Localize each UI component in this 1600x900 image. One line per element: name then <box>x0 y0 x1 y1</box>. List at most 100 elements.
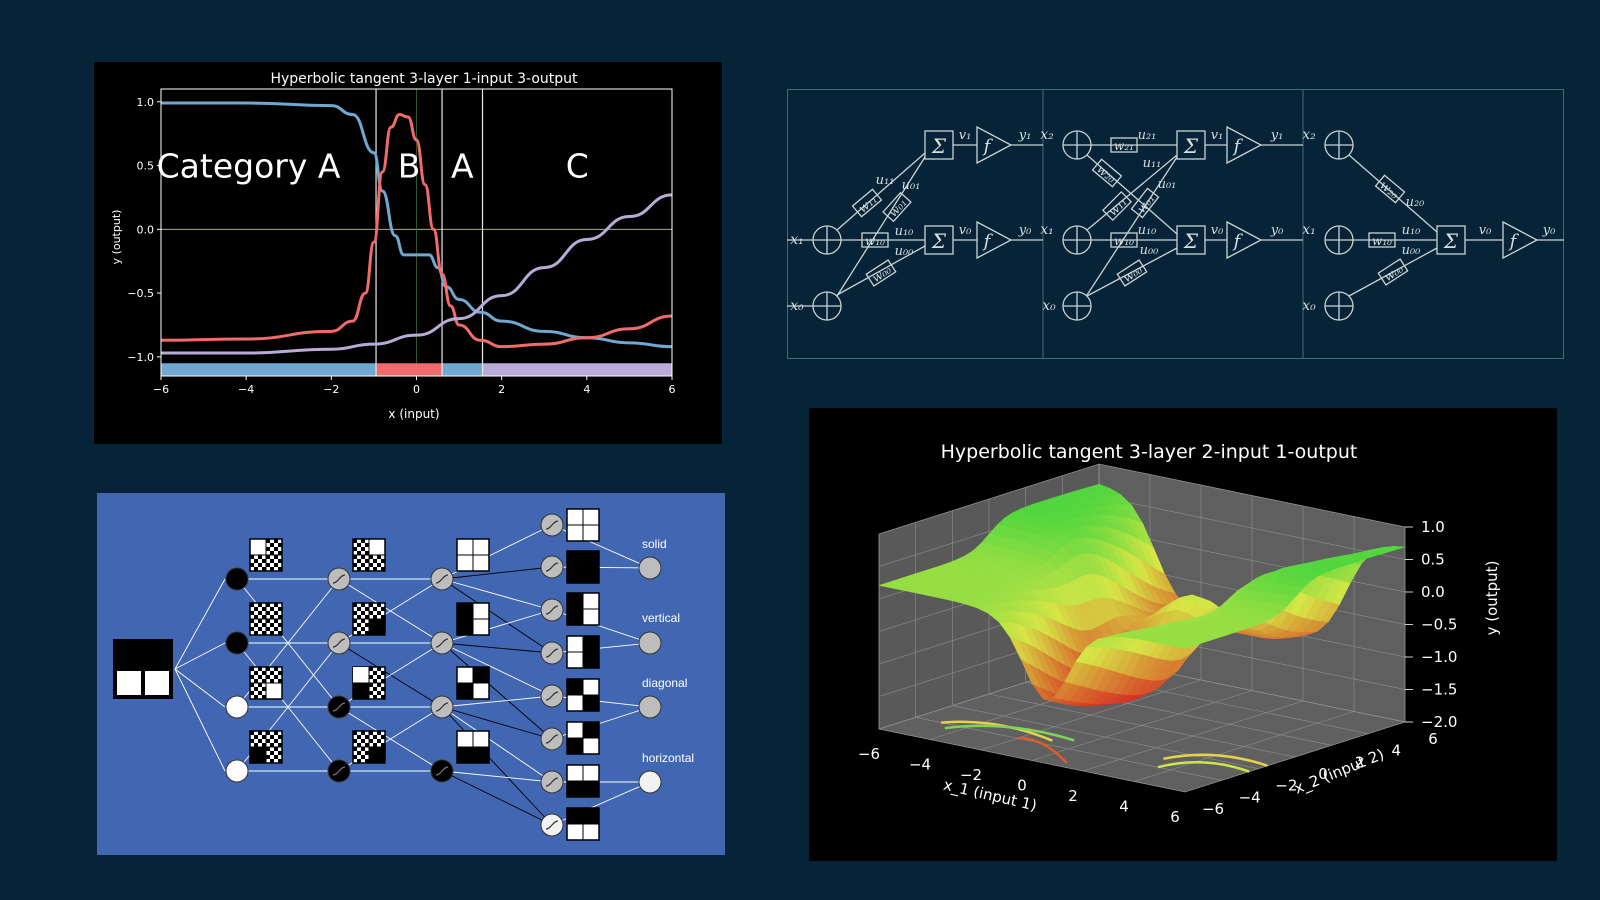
sigmoid-icon <box>435 638 449 648</box>
pattern-cell <box>258 563 262 567</box>
pattern-cell <box>266 547 270 551</box>
connection <box>441 642 553 740</box>
x2-tick-label: −6 <box>1202 800 1224 818</box>
connection <box>836 152 926 231</box>
weight-box <box>1116 259 1148 287</box>
weight-box <box>882 191 912 223</box>
pattern-cell <box>583 652 599 668</box>
pattern-cell <box>266 627 270 631</box>
pattern-cell <box>583 567 599 583</box>
pattern-cell <box>357 743 361 747</box>
pattern-cell <box>262 623 266 627</box>
sigmoid-icon <box>545 820 559 830</box>
pattern-cell <box>254 671 258 675</box>
floor-contour <box>1157 760 1250 773</box>
pattern-cell <box>250 675 254 679</box>
pattern-cell <box>473 747 489 763</box>
x1-tick-label: −6 <box>858 745 880 763</box>
weight-box: w₀₀ <box>1377 258 1409 286</box>
x2-tick-label: 0 <box>1318 765 1328 783</box>
pattern-cell <box>457 603 473 619</box>
pattern-cell <box>353 611 357 615</box>
pattern-cell <box>262 615 266 619</box>
node-label: u₀₁ <box>902 178 921 193</box>
node-label: u₀₁ <box>1158 177 1177 192</box>
tanh-2d-surface-chart: Hyperbolic tangent 3-layer 2-input 1-out… <box>858 441 1501 826</box>
pattern-cell <box>258 739 262 743</box>
pattern-cell <box>266 603 270 607</box>
pattern-cell <box>278 559 282 563</box>
pattern-cell <box>278 543 282 547</box>
pattern-cell <box>365 631 369 635</box>
pattern-cell <box>365 751 369 755</box>
class-label: vertical <box>642 611 680 625</box>
pattern-cell <box>258 627 262 631</box>
pattern-cell <box>262 671 266 675</box>
pattern-cell <box>583 781 599 797</box>
pattern-cell <box>278 679 282 683</box>
pattern-cell <box>270 543 274 547</box>
pattern-cell <box>373 567 377 571</box>
floor-contour <box>1017 737 1068 764</box>
connection <box>441 770 553 826</box>
x1-tick-label: 4 <box>1119 798 1129 816</box>
pattern-cell <box>361 627 365 631</box>
connection <box>1086 154 1178 231</box>
x2-tick-label: 6 <box>1428 730 1438 748</box>
y-tick-label: 1.0 <box>137 96 155 109</box>
weight-box: w₁₀ <box>1368 232 1396 248</box>
pattern-cell <box>274 547 278 551</box>
x2-tick-label: −4 <box>1239 788 1261 806</box>
chart-title: Hyperbolic tangent 3-layer 1-input 3-out… <box>270 71 578 87</box>
sigmoid-icon <box>332 766 346 776</box>
pattern-cell <box>274 755 278 759</box>
pattern-cell <box>250 611 254 615</box>
pattern-tile <box>566 807 600 841</box>
pattern-cell <box>250 555 254 559</box>
pattern-cell <box>353 539 357 543</box>
pattern-cell <box>250 627 254 631</box>
region-label: C <box>566 147 589 186</box>
pattern-cell <box>254 631 258 635</box>
pattern-cell <box>365 623 369 627</box>
series-line <box>160 113 673 349</box>
sigmoid-icon <box>332 638 346 648</box>
z-tick-label: −0.5 <box>1421 616 1457 634</box>
node-label: u₁₁ <box>1143 156 1162 171</box>
pattern-cell <box>274 619 278 623</box>
weight-label: w₁₀ <box>1114 234 1134 248</box>
y-tick-label: −1.0 <box>127 351 154 364</box>
pattern-cell <box>254 559 258 563</box>
tanh-2d-surface-panel: Hyperbolic tangent 3-layer 2-input 1-out… <box>809 408 1557 861</box>
pattern-tile <box>566 550 600 584</box>
tanh-1d-chart-panel: Hyperbolic tangent 3-layer 1-input 3-out… <box>94 62 722 444</box>
region-label: Category A <box>157 147 341 186</box>
pattern-cell <box>361 555 365 559</box>
pattern-cell <box>274 563 278 567</box>
input-arrow <box>174 668 226 708</box>
pattern-cell <box>274 739 278 743</box>
pattern-cell <box>278 671 282 675</box>
pattern-cell <box>373 679 377 683</box>
pattern-cell <box>381 735 385 739</box>
y-tick-label: −0.5 <box>127 287 154 300</box>
pattern-cell <box>250 619 254 623</box>
x-tick-label: −2 <box>323 383 339 396</box>
weight-box <box>861 232 889 248</box>
pattern-cell <box>567 679 583 695</box>
pattern-cell <box>373 671 377 675</box>
neuron-node <box>638 631 662 655</box>
x-tick-label: 4 <box>583 383 590 396</box>
pattern-cell <box>262 567 266 571</box>
pattern-cell <box>583 808 599 824</box>
pattern-cell <box>583 636 599 652</box>
pattern-cell <box>369 619 385 635</box>
pattern-tile <box>566 721 600 755</box>
pattern-cell <box>583 695 599 711</box>
pattern-tile <box>456 602 490 636</box>
pattern-cell <box>266 555 270 559</box>
z-tick-label: −1.0 <box>1421 648 1457 666</box>
connection <box>441 578 553 654</box>
pattern-cell <box>250 603 254 607</box>
pattern-cell <box>254 735 258 739</box>
